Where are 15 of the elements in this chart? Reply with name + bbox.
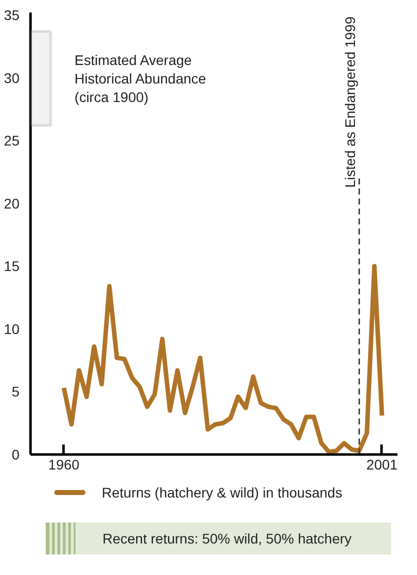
x-tick-label: 2001 (366, 456, 398, 472)
y-tick-label: 0 (12, 446, 20, 462)
line-series (62, 264, 384, 454)
y-tick-label: 5 (12, 384, 20, 400)
band-label: Estimated Average Historical Abundance (circa 1900) (74, 52, 206, 105)
ref-line-label: Listed as Endangered 1999 (342, 16, 358, 188)
y-tick-label: 20 (4, 195, 20, 212)
y-tick-label: 30 (4, 70, 20, 86)
y-tick-label: 35 (4, 7, 20, 24)
y-tick-label: 15 (4, 258, 20, 274)
y-tick-label: 25 (4, 132, 20, 149)
text: Recent returns: 50% wild, 50% hatchery (102, 530, 352, 546)
y-tick-label: 10 (4, 320, 20, 337)
legend-label: Returns (hatchery & wild) in thousands (102, 484, 342, 500)
x-tick-label: 1960 (48, 456, 80, 472)
